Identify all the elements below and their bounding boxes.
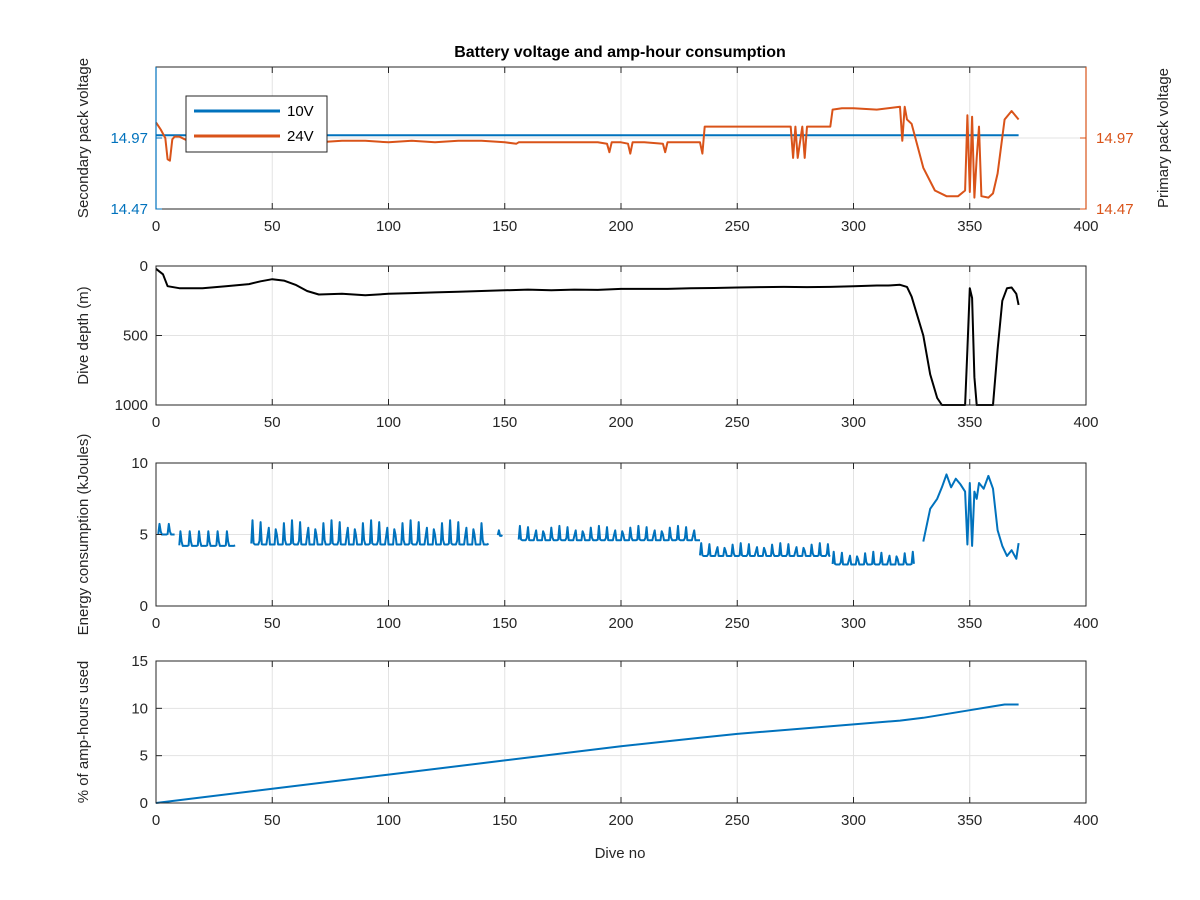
y-tick-label: 5	[140, 748, 148, 765]
voltage-legend: 10V 24V	[185, 95, 328, 153]
depth-y-ticks: 0 500 1000	[115, 258, 1086, 414]
amp-hours-x-ticks: 0 50 100 150 200 250 300 350 400	[152, 661, 1099, 829]
x-tick-label: 400	[1073, 218, 1098, 235]
x-tick-label: 0	[152, 414, 160, 431]
x-tick-label: 50	[264, 615, 281, 632]
x-tick-label: 200	[608, 218, 633, 235]
amp-hours-y-ticks: 0 5 10 15	[131, 653, 1086, 812]
energy-series	[157, 473, 1020, 566]
series-line	[155, 703, 1019, 804]
x-tick-label: 50	[264, 414, 281, 431]
depth-series	[155, 268, 1020, 406]
y-tick-label: 15	[131, 653, 148, 670]
x-tick-label: 300	[841, 812, 866, 829]
series-line	[922, 473, 1020, 560]
series-line	[250, 519, 490, 546]
voltage-y-ticks: 14.47 14.97	[110, 130, 162, 218]
y-tick-label: 14.47	[110, 201, 148, 218]
y-tick-label: 14.97	[110, 130, 148, 147]
x-tick-label: 200	[608, 414, 633, 431]
y-tick-label: 10	[131, 455, 148, 472]
x-tick-label: 100	[376, 218, 401, 235]
energy-consumption-label: Energy consumption (kJoules)	[75, 434, 92, 636]
x-tick-label: 0	[152, 615, 160, 632]
x-tick-label: 400	[1073, 615, 1098, 632]
x-tick-label: 0	[152, 218, 160, 235]
amp-hours-used-label: % of amp-hours used	[75, 661, 92, 804]
x-tick-label: 400	[1073, 414, 1098, 431]
x-tick-label: 100	[376, 615, 401, 632]
voltage-y-ticks-right: 14.47 14.97	[155, 67, 1134, 218]
x-tick-label: 250	[725, 218, 750, 235]
y-tick-label-right: 14.97	[1096, 130, 1134, 147]
dive-depth-label: Dive depth (m)	[75, 286, 92, 384]
energy-x-ticks: 0 50 100 150 200 250 300 350 400	[152, 463, 1099, 632]
primary-pack-voltage-label: Primary pack voltage	[1155, 68, 1172, 208]
amp-hours-grid	[156, 661, 1086, 803]
x-tick-label: 250	[725, 812, 750, 829]
secondary-pack-voltage-label: Secondary pack voltage	[75, 58, 92, 218]
energy-y-ticks: 0 5 10	[131, 455, 1086, 615]
x-tick-label: 100	[376, 414, 401, 431]
legend-label-10v: 10V	[287, 103, 314, 120]
x-tick-label: 200	[608, 812, 633, 829]
y-tick-label: 0	[140, 598, 148, 615]
x-tick-label: 0	[152, 812, 160, 829]
dive-depth-panel: 0 50 100 150 200 250 300 350 400 0 500 1000 Dive d…	[75, 258, 1099, 431]
x-tick-label: 350	[957, 615, 982, 632]
y-tick-label: 500	[123, 328, 148, 345]
x-tick-label: 300	[841, 218, 866, 235]
x-tick-label: 300	[841, 615, 866, 632]
x-tick-label: 100	[376, 812, 401, 829]
legend-label-24v: 24V	[287, 128, 314, 145]
x-tick-label: 150	[492, 812, 517, 829]
x-tick-label: 150	[492, 615, 517, 632]
x-tick-label: 250	[725, 414, 750, 431]
series-line	[517, 524, 700, 542]
series-line	[831, 550, 915, 566]
x-tick-label: 350	[957, 812, 982, 829]
series-line	[157, 522, 175, 536]
voltage-panel: 0 50 100 150 200 250 300 350 400 14.47 14.97 14.4…	[75, 58, 1172, 235]
x-tick-label: 250	[725, 615, 750, 632]
y-tick-label-right: 14.47	[1096, 201, 1134, 218]
y-tick-label: 0	[140, 795, 148, 812]
legend-box	[185, 95, 328, 153]
y-tick-label: 0	[140, 258, 148, 275]
series-line	[178, 530, 236, 547]
x-tick-label: 300	[841, 414, 866, 431]
x-tick-label: 400	[1073, 812, 1098, 829]
x-tick-label: 150	[492, 414, 517, 431]
series-line	[155, 268, 1020, 406]
amp-hours-panel: 0 50 100 150 200 250 300 350 400 0 5 10 15 % of amp…	[75, 653, 1099, 829]
x-tick-label: 50	[264, 812, 281, 829]
x-axis-label: Dive no	[595, 845, 646, 862]
series-line	[496, 529, 503, 537]
y-tick-label: 1000	[115, 397, 148, 414]
amp-hours-series	[155, 703, 1019, 804]
x-tick-label: 150	[492, 218, 517, 235]
y-tick-label: 5	[140, 527, 148, 544]
x-tick-label: 50	[264, 218, 281, 235]
figure-title: Battery voltage and amp-hour consumption	[454, 44, 786, 61]
x-tick-label: 350	[957, 218, 982, 235]
series-line	[699, 542, 831, 557]
depth-x-ticks: 0 50 100 150 200 250 300 350 400	[152, 266, 1099, 431]
depth-grid	[156, 266, 1086, 405]
x-tick-label: 350	[957, 414, 982, 431]
y-tick-label: 10	[131, 700, 148, 717]
x-tick-label: 200	[608, 615, 633, 632]
energy-panel: 0 50 100 150 200 250 300 350 400 0 5 10 Energy con…	[75, 434, 1099, 636]
